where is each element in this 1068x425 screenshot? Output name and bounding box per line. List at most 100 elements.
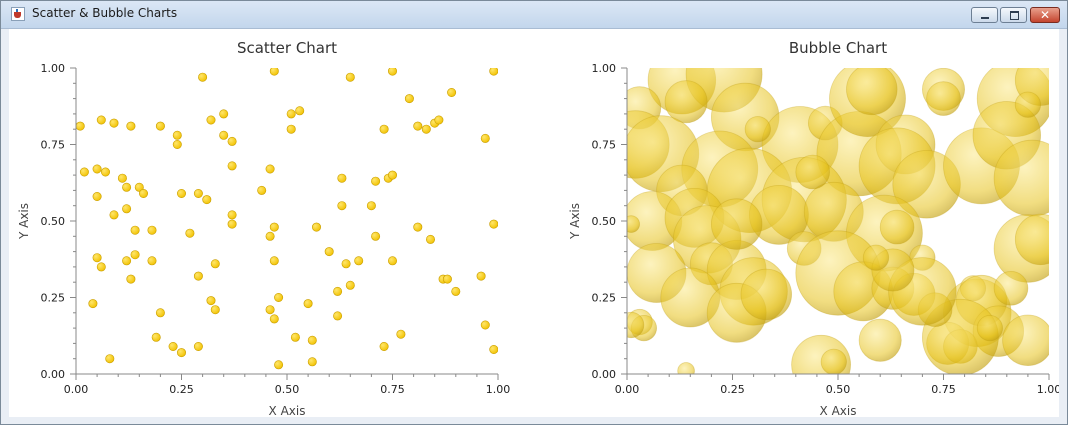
scatter-point [227, 161, 237, 171]
title-bar[interactable]: Scatter & Bubble Charts ✕ [1, 1, 1067, 29]
scatter-point [387, 170, 397, 180]
scatter-point [134, 182, 144, 192]
scatter-point [434, 115, 444, 125]
scatter-point [147, 225, 157, 235]
scatter-point [307, 335, 317, 345]
scatter-point [421, 124, 431, 134]
scatter-point [130, 225, 140, 235]
scatter-point [371, 231, 381, 241]
x-tick-label: 0.50 [826, 383, 851, 396]
scatter-point [177, 189, 187, 199]
y-tick-label: 0.00 [592, 368, 617, 381]
y-tick-label: 0.25 [41, 292, 66, 305]
scatter-point [442, 274, 452, 284]
bubble [976, 314, 1004, 342]
scatter-point [101, 167, 111, 177]
close-button[interactable]: ✕ [1030, 7, 1060, 23]
y-tick-label: 1.00 [41, 62, 66, 75]
scatter-point [168, 341, 178, 351]
scatter-point [303, 299, 313, 309]
scatter-point [155, 308, 165, 318]
scatter-point [130, 250, 140, 260]
y-tick-label: 0.75 [41, 139, 66, 152]
scatter-point [206, 296, 216, 306]
bubble [820, 348, 847, 374]
chart-title: Scatter Chart [237, 39, 337, 57]
scatter-point [92, 253, 102, 263]
scatter-point [265, 305, 275, 315]
bubble [711, 198, 763, 250]
scatter-point [489, 345, 498, 354]
scatter-point [198, 72, 208, 82]
y-tick-label: 1.00 [592, 62, 617, 75]
scatter-point [345, 72, 355, 82]
scatter-point [476, 271, 486, 281]
y-tick-label: 0.50 [592, 215, 617, 228]
scatter-point [307, 357, 317, 367]
scatter-point [126, 121, 136, 131]
scatter-point [172, 130, 182, 140]
scatter-point [379, 124, 389, 134]
minimize-button[interactable] [971, 7, 998, 23]
scatter-chart: Scatter Chart X Axis Y Axis 0.00 0.25 0.50 0.7… [17, 39, 510, 417]
scatter-point [354, 256, 364, 266]
scatter-point [379, 341, 389, 351]
bubble-chart: Bubble Chart X Axis Y Axis 0.00 0.25 0.50 0.75… [568, 39, 1059, 417]
bubble [993, 270, 1029, 306]
java-cup-icon[interactable] [11, 7, 25, 21]
scatter-point [202, 195, 212, 205]
scatter-point [489, 219, 498, 229]
bubble [1002, 314, 1049, 366]
bubble [1014, 213, 1049, 266]
scatter-point [79, 167, 89, 177]
bubble [846, 68, 898, 116]
scatter-point [337, 173, 347, 183]
x-tick-label: 0.25 [720, 383, 745, 396]
scatter-point [265, 164, 275, 174]
x-tick-label: 0.25 [169, 383, 194, 396]
scatter-point [227, 210, 237, 220]
scatter-point [257, 185, 267, 195]
scatter-point [122, 256, 132, 266]
scatter-point [286, 124, 296, 134]
scatter-point [139, 189, 149, 199]
scatter-point [371, 176, 381, 186]
x-tick-label: 0.00 [64, 383, 89, 396]
bubble [627, 311, 645, 339]
scatter-point [227, 219, 237, 229]
scatter-point [92, 164, 102, 174]
scatter-point [193, 341, 203, 351]
x-tick-label: 1.00 [486, 383, 511, 396]
bubble [879, 209, 915, 245]
scatter-point [227, 136, 237, 146]
scatter-point [388, 68, 397, 76]
x-tick-label: 0.75 [931, 383, 956, 396]
scatter-point [333, 286, 343, 296]
scatter-point [76, 121, 85, 131]
maximize-button[interactable] [1000, 7, 1027, 23]
scatter-point [172, 140, 182, 150]
scatter-point [219, 109, 229, 119]
scatter-point [489, 68, 498, 76]
bubble [1014, 91, 1042, 118]
minimize-icon [972, 8, 997, 22]
scatter-point [480, 320, 490, 330]
close-icon: ✕ [1039, 8, 1051, 22]
scatter-point [109, 210, 119, 220]
scatter-point [96, 115, 106, 125]
scatter-point [413, 121, 423, 131]
bubble [677, 362, 695, 374]
scatter-point [147, 256, 157, 266]
scatter-point [295, 106, 305, 116]
x-tick-label: 0.50 [275, 383, 300, 396]
scatter-point [274, 360, 284, 370]
x-tick-label: 0.75 [380, 383, 405, 396]
scatter-point [286, 109, 296, 119]
scatter-point [269, 314, 279, 324]
scatter-point [269, 222, 279, 232]
scatter-point [206, 115, 216, 125]
scatter-point [290, 332, 300, 342]
scatter-point [155, 121, 165, 131]
scatter-point [219, 130, 229, 140]
